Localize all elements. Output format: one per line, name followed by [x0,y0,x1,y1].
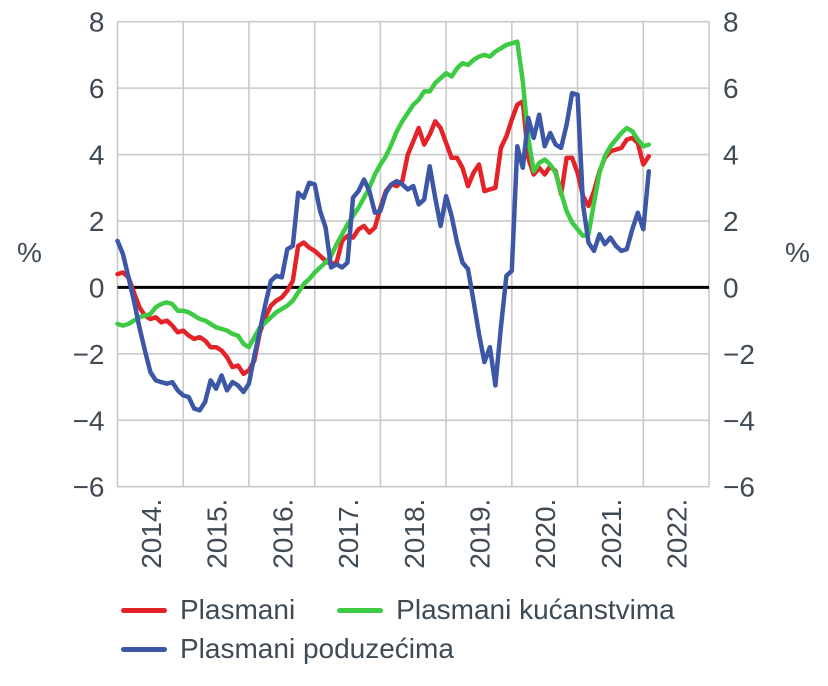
legend-swatch-poduzecima [121,646,167,652]
y-tick-label-right: 0 [723,272,739,303]
y-tick-label-right: 2 [723,206,739,237]
series-line-plasmani-poduze-ima [115,90,652,413]
legend-item-poduzecima: Plasmani poduzećima [121,633,454,665]
y-tick-label-right: −6 [723,472,755,503]
y-tick-label-left: 8 [89,7,105,38]
y-axis-unit-right: % [785,237,810,268]
x-tick-label: 2022. [662,499,693,569]
legend-label-poduzecima: Plasmani poduzećima [180,633,454,664]
legend-label-kucanstvima: Plasmani kućanstvima [396,594,675,625]
x-tick-label: 2021. [596,499,627,569]
y-tick-label-left: −6 [73,472,105,503]
y-tick-label-right: −4 [723,405,755,436]
legend-swatch-kucanstvima [337,607,384,613]
series-line-plasmani-ku-anstvima [115,39,652,350]
legend-row-1: Plasmani Plasmani kućanstvima [121,594,675,626]
x-tick-label: 2016. [267,499,298,569]
y-tick-label-left: 4 [89,140,105,171]
x-tick-label: 2015. [202,499,233,569]
legend-item-plasmani: Plasmani [121,594,295,626]
series-line-plasmani [115,99,652,377]
y-tick-label-left: 2 [89,206,105,237]
legend-item-kucanstvima: Plasmani kućanstvima [337,594,675,626]
y-tick-label-right: 4 [723,140,739,171]
x-tick-label: 2020. [530,499,561,569]
y-tick-label-left: −4 [73,405,105,436]
y-tick-label-left: 6 [89,73,105,104]
x-tick-label: 2019. [464,499,495,569]
y-tick-label-right: 6 [723,73,739,104]
y-tick-label-right: −2 [723,339,755,370]
legend-label-plasmani: Plasmani [180,594,296,625]
x-tick-label: 2014. [136,499,167,569]
x-tick-label: 2018. [399,499,430,569]
y-tick-label-left: 0 [89,272,105,303]
y-axis-unit-left: % [17,237,42,268]
legend-row-2: Plasmani poduzećima [121,633,454,665]
y-tick-label-right: 8 [723,7,739,38]
y-tick-label-left: −2 [73,339,105,370]
legend-swatch-plasmani [121,607,167,613]
x-tick-label: 2017. [333,499,364,569]
